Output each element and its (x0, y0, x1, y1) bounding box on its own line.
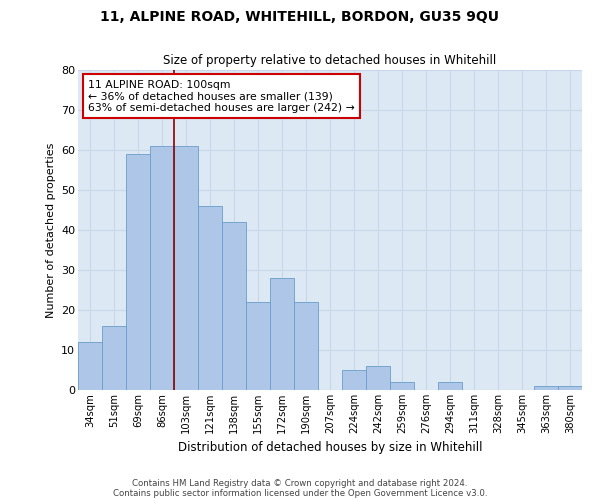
Bar (342, 370, 366, 390)
Bar (78, 342, 102, 390)
Bar (246, 302, 270, 390)
Text: Contains public sector information licensed under the Open Government Licence v3: Contains public sector information licen… (113, 488, 487, 498)
Bar (174, 146, 198, 390)
Bar (270, 278, 294, 390)
Bar (102, 326, 126, 390)
Bar (534, 386, 558, 390)
Bar (390, 382, 414, 390)
Title: Size of property relative to detached houses in Whitehill: Size of property relative to detached ho… (163, 54, 497, 68)
Text: Contains HM Land Registry data © Crown copyright and database right 2024.: Contains HM Land Registry data © Crown c… (132, 478, 468, 488)
Bar (438, 382, 462, 390)
Bar (558, 386, 582, 390)
Bar (294, 302, 318, 390)
Text: 11, ALPINE ROAD, WHITEHILL, BORDON, GU35 9QU: 11, ALPINE ROAD, WHITEHILL, BORDON, GU35… (101, 10, 499, 24)
Bar (366, 366, 390, 390)
Y-axis label: Number of detached properties: Number of detached properties (46, 142, 56, 318)
Bar (222, 222, 246, 390)
Bar (126, 154, 150, 390)
Bar (150, 146, 174, 390)
Text: 11 ALPINE ROAD: 100sqm
← 36% of detached houses are smaller (139)
63% of semi-de: 11 ALPINE ROAD: 100sqm ← 36% of detached… (88, 80, 355, 113)
X-axis label: Distribution of detached houses by size in Whitehill: Distribution of detached houses by size … (178, 442, 482, 454)
Bar (198, 206, 222, 390)
